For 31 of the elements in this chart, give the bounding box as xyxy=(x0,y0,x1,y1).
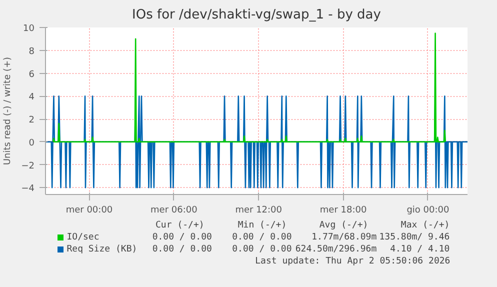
legend-label: IO/sec xyxy=(66,232,100,242)
text: Last update: Thu Apr 2 05:50:06 2026 xyxy=(255,256,450,266)
text: Cur (-/+) xyxy=(156,220,204,230)
y-tick-label: 8 xyxy=(28,46,35,57)
x-tick-label: mer 00:00 xyxy=(66,206,113,216)
text: 0.00 / 0.00 xyxy=(152,232,212,242)
text: 4.10 / 4.10 xyxy=(390,244,450,254)
text: 1.77m/68.09m xyxy=(312,232,377,242)
y-axis-title: Units read (-) / write (+) xyxy=(3,56,14,166)
text: 135.80m/ 9.46 xyxy=(379,232,450,242)
y-tick-label: 4 xyxy=(28,92,35,103)
chart-title: IOs for /dev/shakti-vg/swap_1 - by day xyxy=(132,8,382,22)
text: Min (-/+) xyxy=(238,220,287,230)
text: 0.00 / 0.00 xyxy=(232,244,292,254)
x-tick-label: mer 18:00 xyxy=(320,206,367,216)
y-tick-label: −2 xyxy=(21,161,35,172)
y-tick-label: 2 xyxy=(28,116,35,126)
y-tick-label: 10 xyxy=(23,24,35,34)
text: Max (-/+) xyxy=(400,220,450,230)
text: Avg (-/+) xyxy=(319,220,368,230)
y-tick-label: −4 xyxy=(21,184,35,194)
text: 0.00 / 0.00 xyxy=(232,232,292,242)
line-series xyxy=(52,32,446,143)
text: 0.00 / 0.00 xyxy=(152,244,212,254)
legend-label: Req Size (KB) xyxy=(66,244,138,254)
x-tick-label: gio 00:00 xyxy=(406,206,450,216)
x-tick-label: mer 12:00 xyxy=(235,206,282,216)
y-tick-label: 6 xyxy=(28,70,35,80)
y-tick-label: 0 xyxy=(28,138,35,148)
x-tick-label: mer 06:00 xyxy=(150,206,198,216)
text: 624.50m/296.96m xyxy=(295,244,377,254)
